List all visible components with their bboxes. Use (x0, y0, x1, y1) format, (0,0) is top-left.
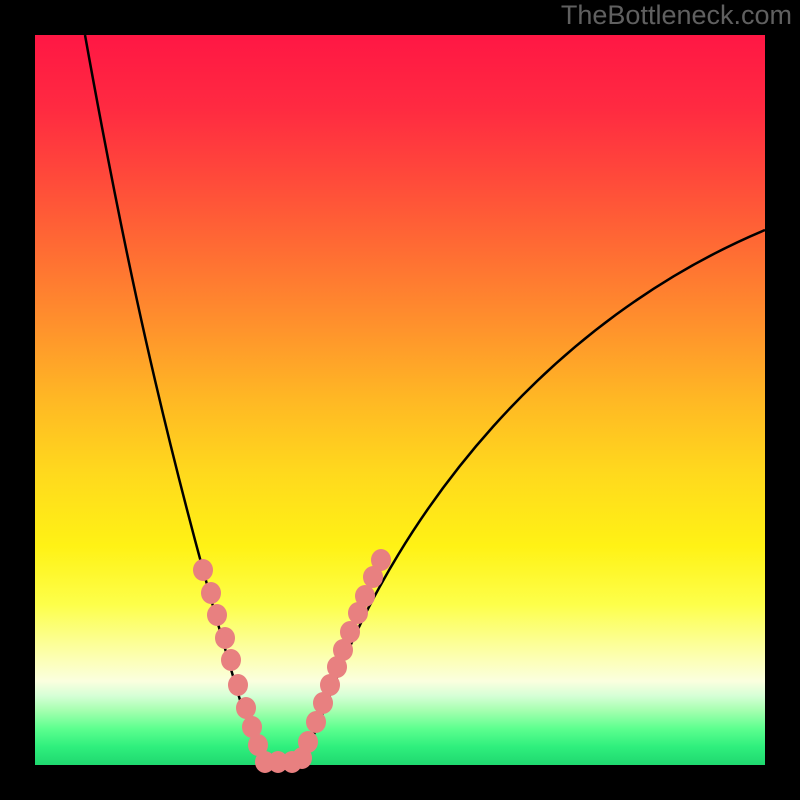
curve-marker (298, 731, 318, 753)
curve-marker (215, 627, 235, 649)
watermark-text: TheBottleneck.com (561, 0, 792, 31)
curve-marker (236, 697, 256, 719)
bottleneck-chart (0, 0, 800, 800)
curve-marker (306, 711, 326, 733)
curve-marker (193, 559, 213, 581)
curve-marker (221, 649, 241, 671)
curve-marker (207, 604, 227, 626)
curve-marker (371, 549, 391, 571)
curve-marker (201, 582, 221, 604)
curve-marker (228, 674, 248, 696)
curve-marker (355, 585, 375, 607)
curve-marker (340, 621, 360, 643)
plot-area (35, 35, 765, 765)
